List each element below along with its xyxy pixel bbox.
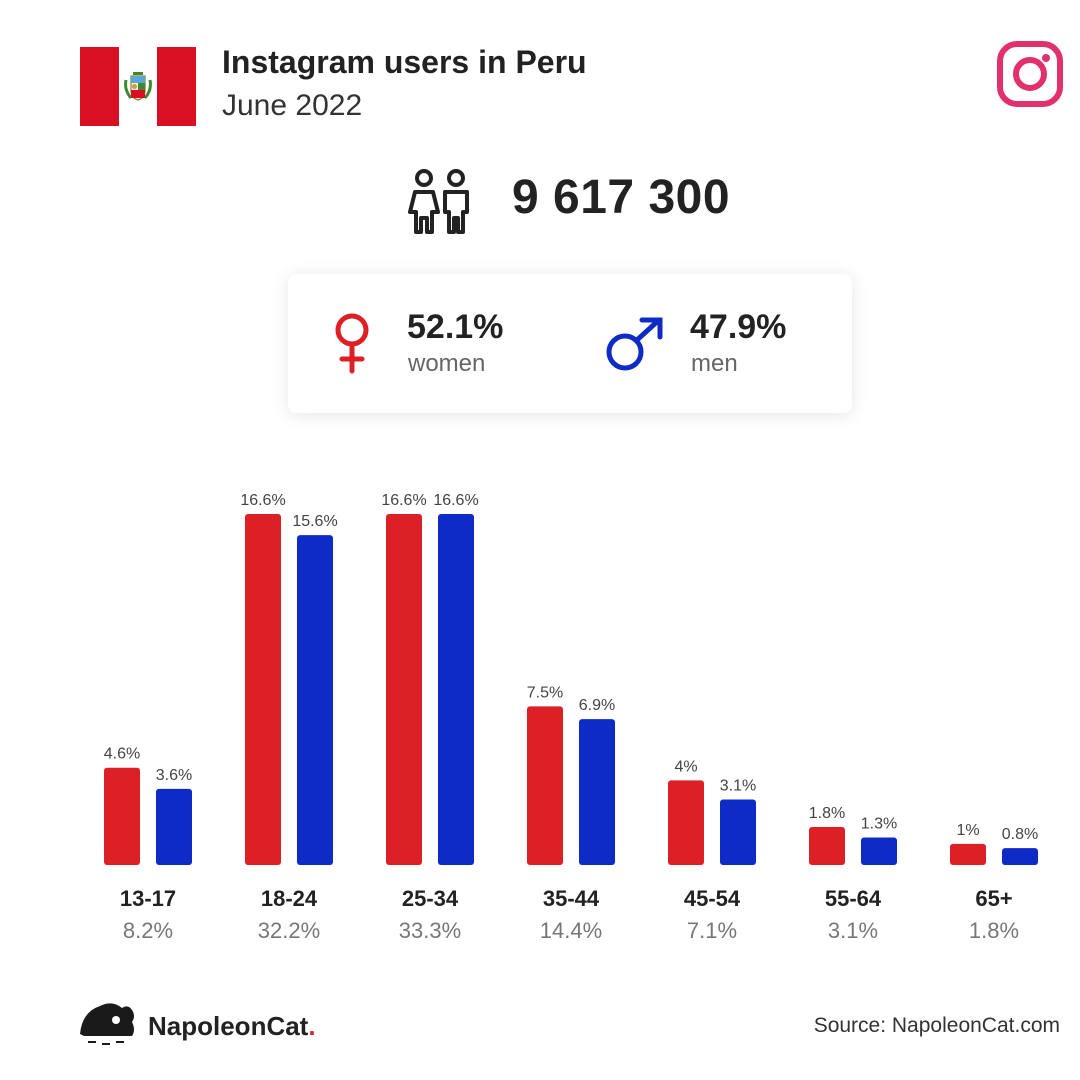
women-value-label-45-54: 4% (674, 758, 697, 775)
chart-title: Instagram users in Peru (222, 44, 587, 80)
women-bar-18-24 (245, 514, 281, 865)
source-note: Source: NapoleonCat.com (813, 1014, 1060, 1037)
women-bar-55-64 (809, 826, 845, 865)
men-value-label-13-17: 3.6% (156, 767, 192, 784)
men-value-label-35-44: 6.9% (579, 697, 615, 714)
male-symbol-icon (606, 317, 663, 371)
total-users: 9 617 300 (512, 171, 731, 224)
age-group-total-55-64: 3.1% (828, 918, 878, 943)
female-symbol-icon (335, 313, 369, 374)
men-value-label-55-64: 1.3% (861, 816, 897, 833)
men-value-label-45-54: 3.1% (720, 777, 756, 794)
age-gender-bar-chart: 4.6% 3.6% 13-17 8.2% 16.6% 15.6% 18-24 32.2% 16.… (104, 492, 1038, 943)
men-bar-55-64 (861, 837, 897, 865)
peru-flag-icon (80, 47, 197, 126)
women-bar-25-34 (386, 514, 422, 865)
men-bar-13-17 (156, 788, 192, 865)
age-group-label-65+: 65+ (975, 886, 1012, 911)
women-bar-45-54 (668, 780, 704, 865)
women-label: women (408, 350, 486, 377)
women-value-label-25-34: 16.6% (381, 492, 426, 509)
age-group-total-18-24: 32.2% (258, 918, 320, 943)
gender-split-card (288, 274, 852, 413)
brand-name: NapoleonCat. (148, 1011, 316, 1042)
men-value-label-18-24: 15.6% (292, 513, 337, 530)
men-bar-35-44 (579, 719, 615, 865)
men-value-label-25-34: 16.6% (433, 492, 478, 509)
women-value-label-55-64: 1.8% (809, 805, 845, 822)
women-bar-35-44 (527, 706, 563, 865)
age-group-total-13-17: 8.2% (123, 918, 173, 943)
coat-of-arms-icon (124, 71, 152, 101)
women-bar-13-17 (104, 767, 140, 865)
men-label: men (691, 350, 738, 377)
users-icon (408, 169, 469, 234)
age-group-total-25-34: 33.3% (399, 918, 461, 943)
men-bar-25-34 (438, 514, 474, 865)
chart-subtitle: June 2022 (222, 89, 363, 122)
women-bar-65+ (950, 843, 986, 865)
napoleoncat-logo-icon (80, 1003, 134, 1045)
men-bar-45-54 (720, 799, 756, 865)
women-value-label-65+: 1% (956, 822, 979, 839)
men-percentage: 47.9% (690, 308, 787, 346)
women-value-label-18-24: 16.6% (240, 492, 285, 509)
age-group-total-65+: 1.8% (969, 918, 1019, 943)
age-group-label-25-34: 25-34 (402, 886, 459, 911)
instagram-icon (997, 41, 1063, 107)
age-group-label-55-64: 55-64 (825, 886, 882, 911)
age-group-total-45-54: 7.1% (687, 918, 737, 943)
age-group-label-35-44: 35-44 (543, 886, 600, 911)
brand-text: NapoleonCat (148, 1011, 309, 1041)
women-value-label-35-44: 7.5% (527, 684, 563, 701)
women-percentage: 52.1% (407, 308, 504, 346)
men-bar-18-24 (297, 535, 333, 865)
men-bar-65+ (1002, 848, 1038, 865)
age-group-label-45-54: 45-54 (684, 886, 741, 911)
men-value-label-65+: 0.8% (1002, 826, 1038, 843)
age-group-total-35-44: 14.4% (540, 918, 602, 943)
age-group-label-13-17: 13-17 (120, 886, 176, 911)
women-value-label-13-17: 4.6% (104, 746, 140, 763)
brand-dot: . (308, 1011, 316, 1041)
age-group-label-18-24: 18-24 (261, 886, 318, 911)
